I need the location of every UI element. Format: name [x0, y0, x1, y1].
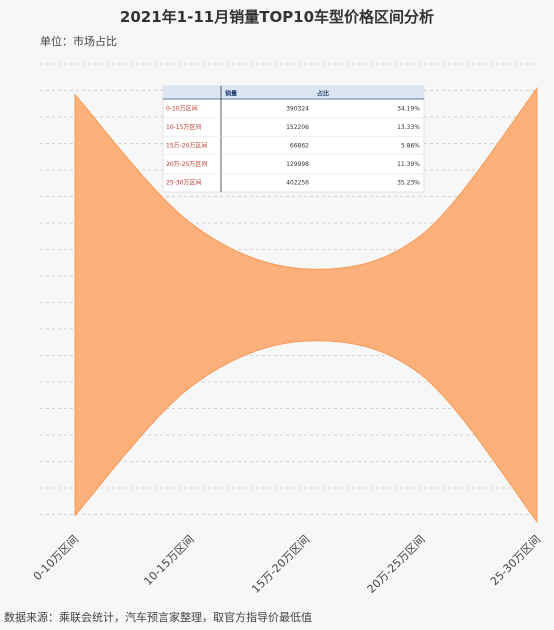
- x-axis-ticks: 0-10万区间 10-15万区间 15万-20万区间 20万-25万区间 25-30万区…: [31, 533, 543, 596]
- table-cell-category: 20万-25万区间: [166, 160, 207, 168]
- table-frame: [162, 85, 425, 193]
- unit-label: 单位：市场占比: [40, 35, 117, 48]
- x-tick-label: 0-10万区间: [31, 533, 81, 583]
- table-cell-share: 13.33%: [397, 124, 420, 131]
- table-cell-sales: 152206: [286, 124, 309, 131]
- table-header-share: 占比: [317, 90, 329, 98]
- x-tick-label: 10-15万区间: [141, 533, 196, 588]
- chart-title: 2021年1-11月销量TOP10车型价格区间分析: [119, 8, 435, 26]
- table-cell-share: 34.19%: [397, 105, 420, 112]
- table-cell-sales: 129998: [286, 161, 309, 168]
- table-cell-sales: 402256: [286, 180, 309, 187]
- x-tick-label: 25-30万区间: [488, 533, 543, 588]
- table-header-sales: 销量: [225, 90, 237, 98]
- table-cell-sales: 66862: [290, 143, 309, 150]
- table-cell-category: 25-30万区间: [166, 179, 201, 187]
- table-cell-category: 15万-20万区间: [166, 142, 207, 150]
- data-table: 销量 占比 0-10万区间 390324 34.19% 10-15万区间 152206 13.…: [162, 85, 425, 193]
- table-cell-share: 11.39%: [397, 161, 420, 168]
- x-tick-label: 20万-25万区间: [365, 533, 428, 596]
- table-cell-share: 35.23%: [397, 180, 420, 187]
- source-note: 数据来源：乘联会统计，汽车预言家整理，取官方指导价最低值: [4, 611, 312, 624]
- table-header-bg: [163, 86, 424, 99]
- x-tick-label: 15万-20万区间: [249, 533, 312, 596]
- table-cell-category: 10-15万区间: [166, 123, 201, 131]
- table-cell-sales: 390324: [286, 105, 309, 112]
- area-series: [74, 86, 538, 524]
- area-band: [74, 86, 538, 524]
- table-cell-category: 0-10万区间: [166, 104, 198, 112]
- table-cell-share: 5.86%: [401, 143, 420, 150]
